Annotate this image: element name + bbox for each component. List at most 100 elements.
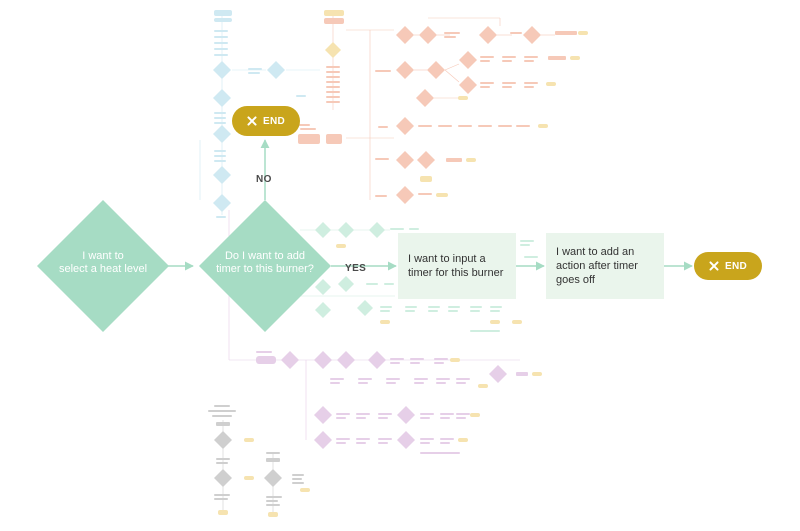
bg-box (378, 417, 388, 419)
bg-box (214, 117, 226, 119)
bg-diamond (214, 469, 232, 487)
bg-box (480, 56, 494, 58)
bg-box (214, 122, 226, 124)
bg-box (502, 82, 516, 84)
bg-box (578, 31, 588, 35)
bg-box (375, 158, 389, 160)
bg-box (378, 413, 392, 415)
bg-box (458, 438, 468, 442)
bg-diamond (314, 351, 332, 369)
bg-box (410, 358, 424, 360)
bg-diamond (397, 406, 415, 424)
bg-box (456, 378, 470, 380)
bg-diamond (213, 166, 231, 184)
bg-diamond (325, 42, 341, 58)
bg-box (434, 362, 444, 364)
bg-box (490, 310, 500, 312)
bg-box (524, 82, 538, 84)
bg-box (212, 415, 232, 417)
bg-box (456, 413, 470, 415)
bg-box (208, 410, 236, 412)
bg-box (214, 494, 230, 496)
bg-box (256, 351, 272, 353)
bg-box (470, 413, 480, 417)
bg-box (458, 96, 468, 100)
bg-box (336, 417, 346, 419)
action-after-timer-box: I want to add an action after timer goes… (546, 233, 664, 299)
bg-box (510, 32, 522, 34)
bg-box (414, 378, 428, 380)
bg-diamond (357, 300, 373, 316)
bg-diamond (281, 351, 299, 369)
bg-box (498, 125, 512, 127)
bg-box (292, 478, 302, 480)
bg-box (324, 18, 344, 24)
bg-diamond (368, 351, 386, 369)
bg-box (326, 86, 340, 88)
select-heat-level-label: I want to select a heat level (58, 250, 148, 275)
bg-diamond (213, 89, 231, 107)
bg-box (470, 310, 480, 312)
bg-diamond (213, 125, 231, 143)
bg-box (390, 358, 404, 360)
bg-box (248, 68, 262, 70)
bg-diamond (213, 194, 231, 212)
bg-box (458, 125, 472, 127)
bg-box (378, 126, 388, 128)
add-timer-question-label: Do I want to add timer to this burner? (216, 250, 314, 275)
bg-box (470, 330, 500, 332)
bg-box (380, 310, 390, 312)
bg-diamond (419, 26, 437, 44)
bg-box (214, 42, 228, 44)
bg-box (216, 216, 226, 218)
bg-box (326, 71, 340, 73)
bg-box (300, 128, 316, 130)
bg-diamond (213, 61, 231, 79)
bg-box (384, 283, 394, 285)
bg-diamond (396, 26, 414, 44)
bg-box (520, 244, 530, 246)
bg-box (420, 452, 460, 454)
bg-box (366, 283, 378, 285)
bg-box (502, 86, 512, 88)
bg-box (524, 86, 534, 88)
bg-box (292, 482, 304, 484)
bg-box (418, 125, 432, 127)
bg-diamond (396, 151, 414, 169)
bg-box (244, 476, 254, 480)
bg-connector (444, 63, 460, 71)
bg-diamond (214, 431, 232, 449)
bg-box (380, 320, 390, 324)
bg-diamond (489, 365, 507, 383)
bg-box (524, 56, 538, 58)
bg-box (326, 91, 340, 93)
bg-box (446, 158, 462, 162)
bg-diamond (479, 26, 497, 44)
bg-box (216, 462, 228, 464)
bg-box (478, 125, 492, 127)
bg-diamond (315, 302, 331, 318)
bg-box (502, 60, 512, 62)
bg-box (214, 54, 228, 56)
bg-box (440, 417, 450, 419)
bg-diamond (427, 61, 445, 79)
bg-diamond (337, 351, 355, 369)
bg-box (405, 306, 417, 308)
bg-box (532, 372, 542, 376)
bg-box (218, 510, 228, 515)
bg-box (244, 438, 254, 442)
bg-box (409, 228, 419, 230)
bg-box (266, 500, 278, 502)
bg-box (440, 413, 454, 415)
bg-box (378, 442, 388, 444)
bg-box (448, 310, 458, 312)
input-timer-box: I want to input a timer for this burner (398, 233, 516, 299)
bg-box (256, 356, 276, 364)
bg-box (444, 36, 456, 38)
bg-box (298, 124, 310, 126)
bg-diamond (369, 222, 385, 238)
bg-box (214, 405, 230, 407)
bg-diamond (396, 186, 414, 204)
bg-diamond (315, 279, 331, 295)
bg-box (378, 438, 392, 440)
